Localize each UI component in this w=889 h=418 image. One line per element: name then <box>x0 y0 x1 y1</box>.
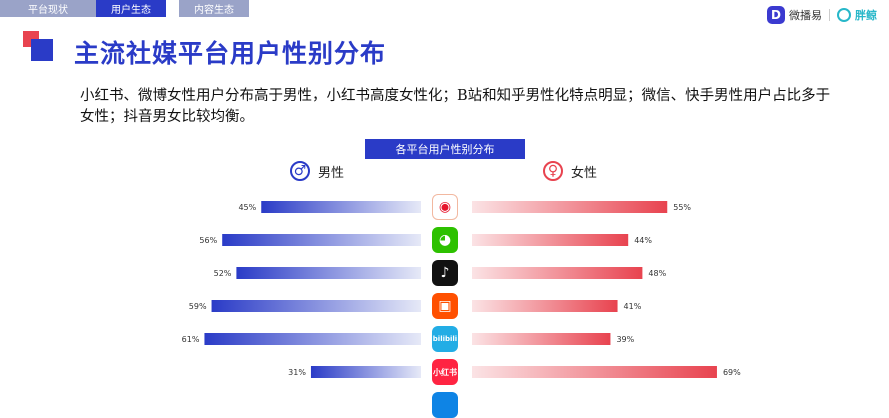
zhihu-icon <box>432 392 458 418</box>
tab-content-ecology[interactable]: 内容生态 <box>179 0 249 17</box>
legend-female: ♀ 女性 <box>543 161 597 181</box>
male-bar-wechat <box>222 234 421 246</box>
male-bar-douyin <box>236 267 421 279</box>
gender-chart: 45% 55% 56% 44% 52% 48% 59% 41% 61% 39% 31% 69% <box>182 201 741 378</box>
tab-platform-status[interactable]: 平台现状 <box>0 0 96 17</box>
nav-tabs: 平台现状 用户生态 内容生态 <box>0 0 262 18</box>
pangjing-logo-icon <box>837 8 851 22</box>
male-bar-weibo <box>261 201 421 213</box>
kuaishou-icon: ▣ <box>432 293 458 319</box>
female-bar-wechat <box>472 234 629 246</box>
title-decoration-blue <box>31 39 53 61</box>
page-title: 主流社媒平台用户性别分布 <box>74 39 387 68</box>
brand1-text: 微播易 <box>789 9 822 22</box>
brand2-text: 胖鲸 <box>855 9 877 22</box>
bilibili-icon: bilibili <box>432 326 458 352</box>
female-bar-weibo <box>472 201 668 213</box>
male-symbol-icon: ♂ <box>290 161 310 181</box>
female-value-label-bilibili: 39% <box>616 335 634 344</box>
female-value-label-xiaohongshu: 69% <box>723 368 741 377</box>
male-value-label-xiaohongshu: 31% <box>288 368 306 377</box>
female-bar-kuaishou <box>472 300 618 312</box>
female-value-label-kuaishou: 41% <box>624 302 642 311</box>
female-bar-bilibili <box>472 333 611 345</box>
brand-logos: D 微播易 胖鲸 <box>767 6 877 24</box>
chart-title: 各平台用户性别分布 <box>365 139 525 159</box>
female-value-label-weibo: 55% <box>673 203 691 212</box>
female-bar-xiaohongshu <box>472 366 717 378</box>
legend-male-label: 男性 <box>318 165 345 181</box>
douyin-icon: ♪ <box>432 260 458 286</box>
male-value-label-wechat: 56% <box>199 236 217 245</box>
male-value-label-weibo: 45% <box>238 203 256 212</box>
female-bar-douyin <box>472 267 643 279</box>
tab-user-ecology[interactable]: 用户生态 <box>96 0 166 17</box>
male-value-label-douyin: 52% <box>214 269 232 278</box>
legend-male: ♂ 男性 <box>290 161 344 181</box>
male-value-label-kuaishou: 59% <box>189 302 207 311</box>
male-value-label-bilibili: 61% <box>182 335 200 344</box>
female-value-label-wechat: 44% <box>634 236 652 245</box>
page-description: 小红书、微博女性用户分布高于男性，小红书高度女性化；B站和知乎男性化特点明显；微… <box>80 88 831 125</box>
weiboyi-logo-icon: D <box>767 6 785 24</box>
legend-female-label: 女性 <box>571 165 598 181</box>
male-bar-xiaohongshu <box>310 366 421 378</box>
female-value-label-douyin: 48% <box>648 269 666 278</box>
male-bar-bilibili <box>204 333 421 345</box>
female-symbol-icon: ♀ <box>543 161 563 181</box>
xiaohongshu-icon: 小红书 <box>432 359 458 385</box>
logo-divider <box>829 9 830 21</box>
weibo-icon: ◉ <box>432 194 458 220</box>
male-bar-kuaishou <box>211 300 421 312</box>
wechat-icon: ◕ <box>432 227 458 253</box>
